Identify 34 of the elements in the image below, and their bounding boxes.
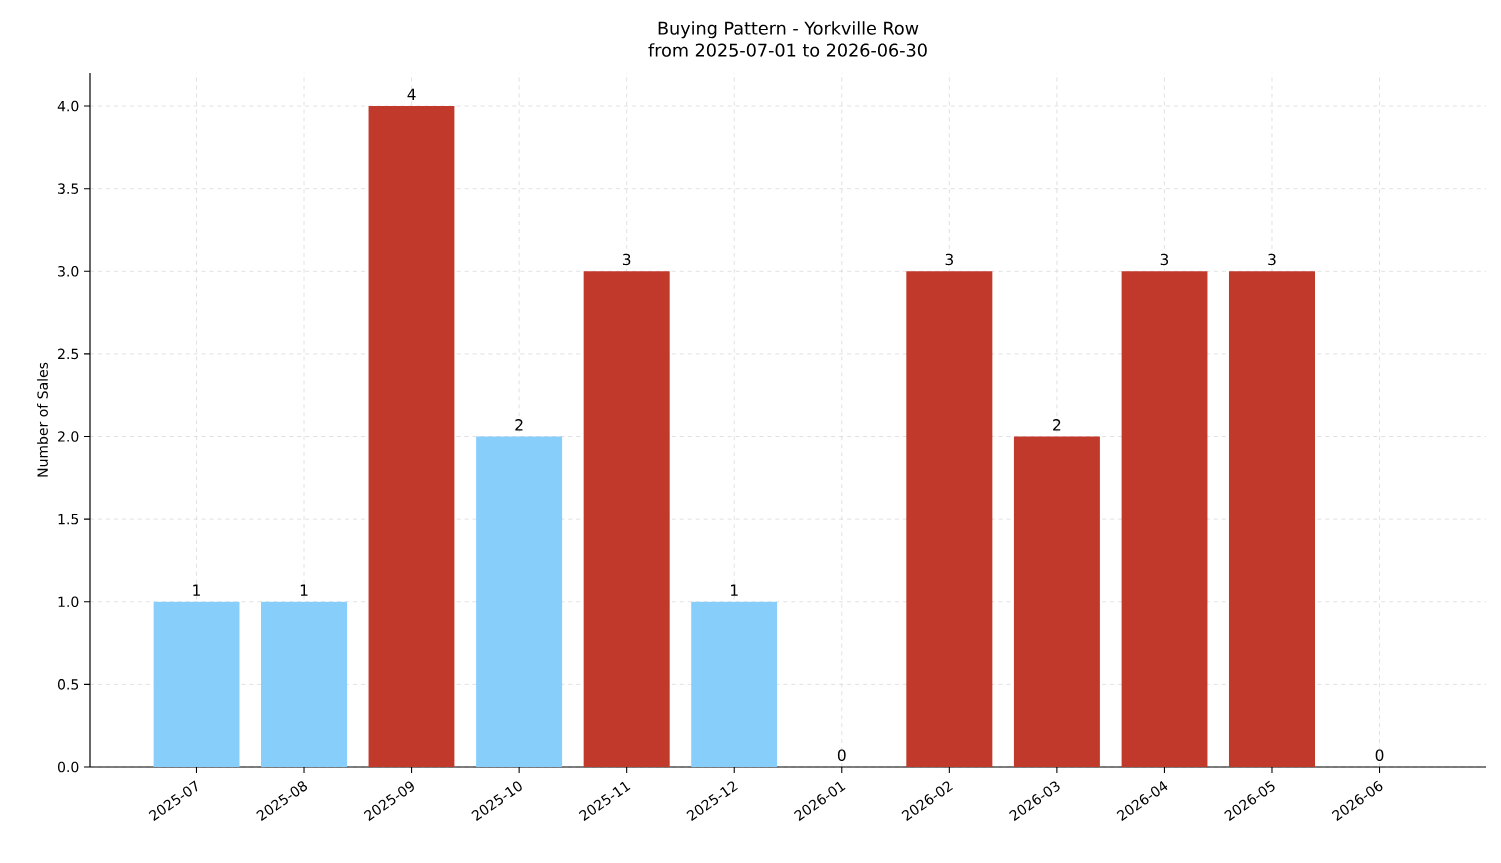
bar <box>906 271 993 767</box>
data-label: 3 <box>1268 253 1276 266</box>
data-label: 4 <box>407 88 416 101</box>
bar <box>1228 271 1316 767</box>
data-label: 0 <box>1375 749 1384 761</box>
data-label: 1 <box>731 584 738 596</box>
data-label: 3 <box>1160 253 1169 266</box>
data-label: 1 <box>300 584 308 596</box>
chart-title: Buying Pattern - Yorkville Row <box>658 21 919 39</box>
data-label: 3 <box>945 253 953 266</box>
bar <box>261 601 348 767</box>
y-tick-label: 0.5 <box>57 679 79 690</box>
bar <box>476 436 563 767</box>
y-tick-label: 1.0 <box>58 596 79 608</box>
y-tick-label: 2.5 <box>58 348 79 360</box>
y-tick-label: 0.0 <box>57 761 79 773</box>
y-tick-label: 4.0 <box>57 100 79 112</box>
bar <box>1013 436 1100 767</box>
data-label: 2 <box>1053 419 1061 431</box>
y-tick-label: 2.0 <box>58 431 79 442</box>
bar <box>153 601 240 767</box>
y-axis-title: Number of Sales <box>37 362 48 477</box>
y-tick-label: 3.0 <box>58 265 79 277</box>
chart-subtitle: from 2025-07-01 to 2026-06-30 <box>648 43 927 57</box>
bar <box>691 601 778 767</box>
bar <box>583 271 670 767</box>
y-tick-label: 1.5 <box>58 513 79 525</box>
data-label: 2 <box>515 419 523 431</box>
bar <box>368 106 455 767</box>
data-label: 0 <box>837 749 846 761</box>
bar <box>1121 271 1208 767</box>
data-label: 1 <box>193 584 200 596</box>
data-label: 3 <box>622 253 631 266</box>
y-tick-label: 3.5 <box>58 183 79 194</box>
